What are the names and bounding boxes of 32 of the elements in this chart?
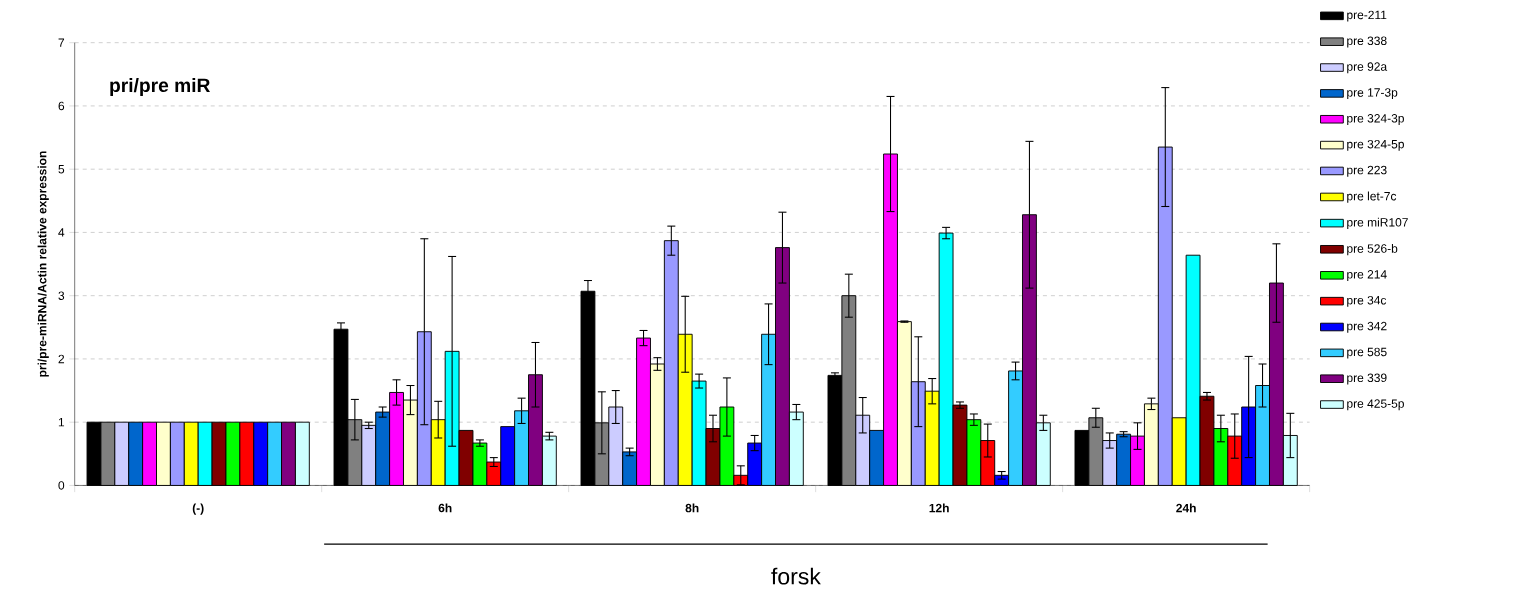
y-tick-label: 5 [58, 165, 65, 174]
legend-label: pre 585 [1347, 347, 1387, 359]
legend-label: pre-211 [1347, 10, 1387, 22]
y-tick-label: 2 [58, 354, 65, 364]
legend-label: pre 17-3p [1347, 88, 1398, 100]
legend-label: pre miR107 [1347, 217, 1408, 230]
y-axis-title: pri/pre-miRNA/Actin relative expression [37, 151, 49, 377]
legend-label: pre 339 [1347, 373, 1387, 385]
text: forsk [771, 567, 821, 585]
x-tick-label: 12h [929, 503, 949, 513]
legend-label: pre 342 [1347, 321, 1387, 333]
y-tick-label: 7 [58, 38, 65, 47]
legend-label: pre 526-b [1347, 244, 1398, 256]
x-tick-label: (-) [192, 503, 204, 515]
legend-label: pre 324-5p [1347, 140, 1404, 151]
x-tick-label: 24h [1176, 503, 1196, 513]
y-tick-label: 6 [58, 101, 65, 111]
y-tick-label: 1 [58, 418, 65, 427]
legend-label: pre 223 [1347, 165, 1387, 177]
x-tick-label: 6h [438, 503, 452, 513]
y-tick-label: 3 [58, 291, 65, 301]
legend-label: pre 92a [1347, 62, 1388, 74]
legend-label: pre 324-3p [1347, 114, 1404, 126]
y-tick-label: 0 [58, 481, 65, 490]
legend-label: pre let-7c [1347, 191, 1397, 203]
legend-label: pre 338 [1347, 36, 1387, 48]
annotation: pri/pre miR [110, 78, 210, 97]
x-tick-label: 8h [685, 503, 699, 513]
legend-label: pre 425-5p [1347, 399, 1404, 411]
legend-label: pre 34c [1347, 296, 1387, 307]
legend-label: pre 214 [1347, 270, 1387, 282]
y-tick-label: 4 [58, 228, 65, 237]
